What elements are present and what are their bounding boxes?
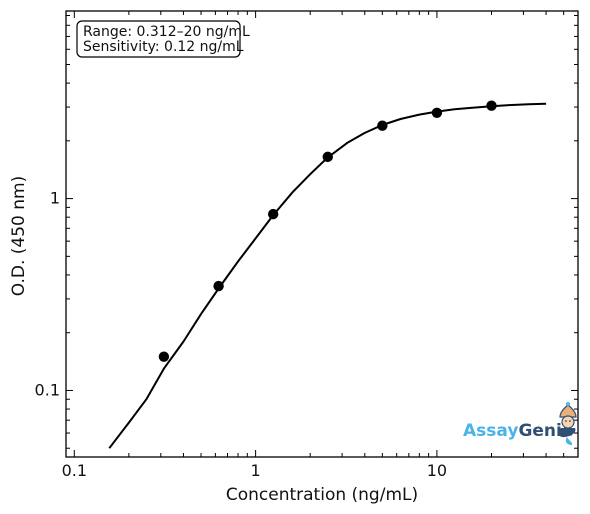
annotation-box: Range: 0.312–20 ng/mL Sensitivity: 0.12 … (76, 20, 250, 58)
logo-text: AssayGenie (463, 421, 573, 441)
data-point (431, 107, 443, 118)
annotation-frame (76, 20, 241, 58)
genie-mascot-icon (558, 402, 577, 445)
y-axis-label: O.D. (450 nm) (9, 176, 29, 296)
x-axis-label: Concentration (ng/mL) (226, 485, 418, 505)
y-tick-label: 1 (50, 189, 60, 208)
data-point (377, 120, 388, 131)
logo-text-genie: Genie (518, 421, 573, 441)
data-point (158, 351, 170, 362)
data-point (322, 151, 333, 163)
annotation-sensitivity: Sensitivity: 0.12 ng/mL (83, 39, 244, 55)
data-point (213, 280, 224, 292)
plot-area: 0.1 1 10 0.1 1 (35, 10, 579, 480)
x-tick-label: 0.1 (62, 461, 87, 480)
assaygenie-logo: AssayGenie (463, 402, 577, 445)
x-tick-label: 1 (251, 461, 261, 480)
x-tick-label: 10 (427, 461, 447, 480)
data-point (486, 100, 497, 111)
data-point (267, 208, 279, 220)
y-tick-label: 0.1 (35, 380, 60, 399)
plot-frame (65, 10, 579, 458)
annotation-range: Range: 0.312–20 ng/mL (83, 24, 250, 40)
logo-text-assay: Assay (463, 421, 518, 441)
